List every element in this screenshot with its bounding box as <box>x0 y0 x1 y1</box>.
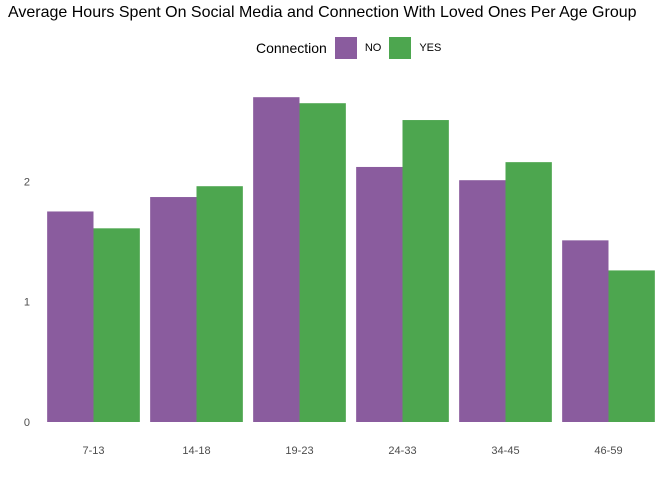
bar-yes-34-45 <box>505 162 552 422</box>
bar-no-14-18 <box>150 197 197 422</box>
legend-swatch-yes <box>389 37 412 59</box>
y-tick-label: 1 <box>24 297 30 309</box>
y-tick-label: 0 <box>24 417 30 429</box>
legend-label-no: NO <box>364 42 382 54</box>
bar-yes-7-13 <box>93 228 140 422</box>
x-tick-label: 46-59 <box>594 445 622 457</box>
bar-yes-19-23 <box>299 103 346 423</box>
bar-no-19-23 <box>253 97 300 422</box>
x-tick-label: 19-23 <box>285 445 313 457</box>
legend-item-yes: YES <box>389 37 441 59</box>
legend-item-no: NO <box>334 37 382 59</box>
chart-title: Average Hours Spent On Social Media and … <box>8 4 637 21</box>
y-tick-label: 2 <box>24 176 30 188</box>
bar-yes-46-59 <box>608 270 655 422</box>
legend-swatch-no <box>334 37 357 59</box>
bar-no-24-33 <box>356 166 403 422</box>
x-tick-label: 7-13 <box>82 445 104 457</box>
x-tick-label: 24-33 <box>388 445 416 457</box>
bar-yes-14-18 <box>196 186 243 422</box>
bar-no-34-45 <box>459 180 506 422</box>
bar-no-7-13 <box>47 211 94 422</box>
bar-yes-24-33 <box>402 120 449 423</box>
x-tick-label: 34-45 <box>491 445 519 457</box>
legend: Connection NO YES <box>256 37 449 59</box>
legend-title: Connection <box>256 40 327 56</box>
legend-label-yes: YES <box>419 42 442 54</box>
bar-no-46-59 <box>562 240 609 422</box>
x-tick-label: 14-18 <box>182 445 210 457</box>
